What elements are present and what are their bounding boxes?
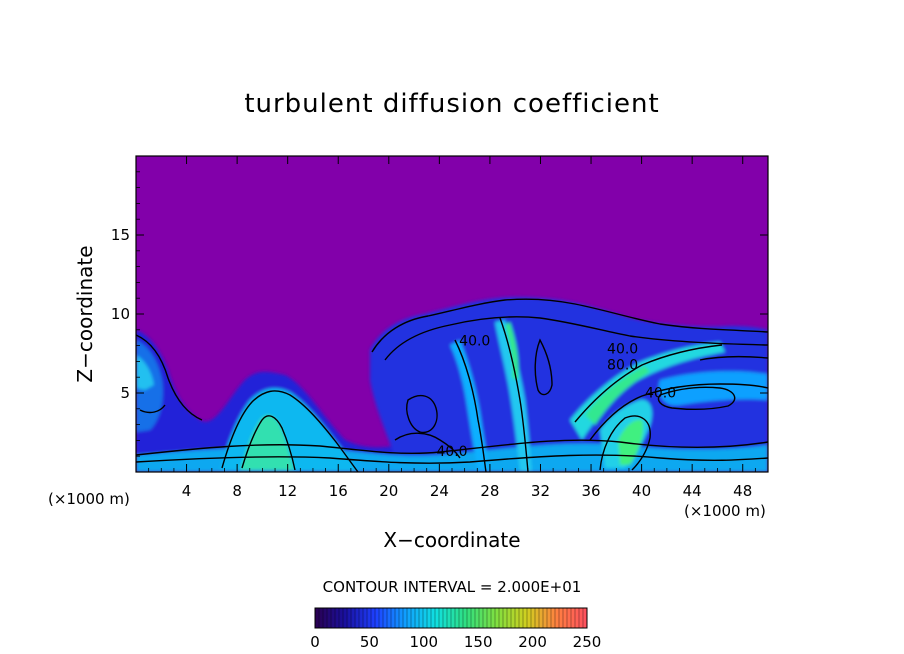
streak-5 (450, 340, 490, 472)
chart-title: turbulent diffusion coefficient (244, 89, 659, 119)
contour-line (589, 383, 768, 441)
streak-4 (505, 322, 519, 380)
contour-line (136, 439, 768, 456)
x-tick-label: 20 (379, 482, 398, 500)
y-axis-ticks: 5 10 15 (111, 171, 768, 457)
far-left-core (136, 355, 154, 390)
x-unit-label-left: (×1000 m) (48, 490, 130, 508)
x-unit-label-right: (×1000 m) (684, 502, 766, 520)
x-tick-label: 8 (232, 482, 242, 500)
contour-value-label: 80.0 (607, 357, 638, 373)
contour-line (699, 355, 768, 361)
colorbar-tick-label: 250 (573, 633, 602, 651)
contour-line (534, 338, 553, 396)
streak-1 (570, 342, 725, 440)
x-tick-label: 24 (430, 482, 449, 500)
contour-interval-label: CONTOUR INTERVAL = 2.000E+01 (323, 578, 582, 596)
contour-line (139, 404, 166, 414)
contour-value-label: 40.0 (436, 444, 467, 460)
colorbar-tick-label: 0 (310, 633, 320, 651)
colorbar-stripes (318, 608, 584, 628)
contour-line (599, 415, 651, 471)
x-tick-label: 36 (581, 482, 600, 500)
streak-3 (495, 320, 532, 472)
streak-2 (585, 366, 650, 425)
contour-line (394, 432, 461, 459)
x-tick-label: 12 (278, 482, 297, 500)
contour-value-label: 40.0 (607, 342, 638, 358)
y-tick-label: 5 (120, 384, 130, 402)
y-tick-label: 15 (111, 226, 130, 244)
colorbar-labels: 0 50 100 150 200 250 (310, 633, 601, 651)
plot-area: 40.040.0 40.080.040.0 (136, 156, 768, 472)
x-tick-label: 48 (733, 482, 752, 500)
y-axis-title: Z−coordinate (73, 245, 97, 382)
contour-line (241, 415, 296, 471)
y-tick-label: 10 (111, 305, 130, 323)
x-tick-label: 40 (632, 482, 651, 500)
colorbar-tick-label: 200 (518, 633, 547, 651)
x-tick-label: 44 (683, 482, 702, 500)
contour-line (454, 339, 487, 472)
contour-line (406, 394, 438, 434)
streak-8 (658, 371, 768, 406)
colorbar-tick-label: 150 (464, 633, 493, 651)
colorbar-tick-label: 50 (360, 633, 379, 651)
contour-lines (136, 298, 768, 472)
contour-line (221, 390, 359, 472)
x-tick-label: 4 (182, 482, 192, 500)
x-axis-ticks: 4 8 12 16 20 24 28 32 36 40 44 48 (148, 156, 756, 500)
colorbar-tick-label: 100 (409, 633, 438, 651)
x-tick-label: 32 (531, 482, 550, 500)
x-tick-label: 28 (480, 482, 499, 500)
contour-line (499, 317, 529, 472)
contour-labels: 40.040.0 40.080.040.0 (436, 334, 676, 461)
x-tick-label: 16 (329, 482, 348, 500)
x-axis-title: X−coordinate (383, 528, 520, 552)
contour-line (574, 344, 723, 423)
contour-line (136, 454, 768, 464)
contour-value-label: 40.0 (645, 386, 676, 402)
contour-line (136, 334, 203, 421)
streak-7 (618, 419, 644, 465)
contour-value-label: 40.0 (459, 334, 490, 350)
contour-line (384, 316, 768, 361)
contour-line (371, 298, 768, 353)
contour-line (657, 386, 736, 411)
